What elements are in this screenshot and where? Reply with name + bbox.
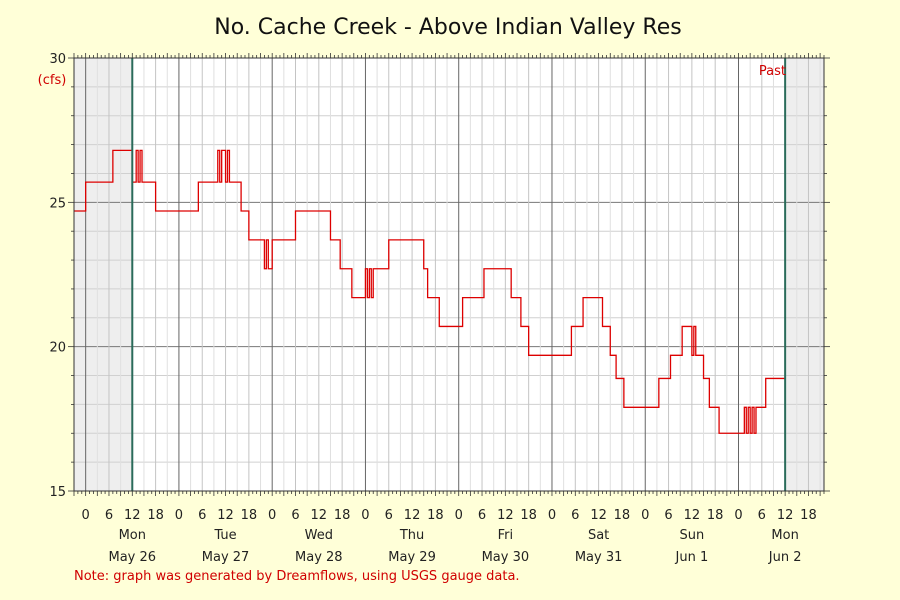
x-hour-label: 18 — [147, 508, 164, 523]
y-tick-label: 15 — [49, 485, 66, 500]
x-hour-label: 18 — [334, 508, 351, 523]
x-hour-label: 18 — [707, 508, 724, 523]
y-tick-label: 25 — [49, 196, 66, 211]
shaded-before-data — [74, 58, 133, 491]
x-hour-label: 0 — [548, 508, 556, 523]
flow-series-line — [74, 149, 786, 434]
grid — [74, 58, 824, 491]
x-day-of-week-label: Thu — [399, 528, 424, 543]
axis-ticks — [68, 53, 830, 496]
x-hour-label: 0 — [175, 508, 183, 523]
x-hour-label: 18 — [614, 508, 631, 523]
x-hour-label: 6 — [291, 508, 299, 523]
markers — [131, 58, 787, 491]
x-hour-label: 0 — [361, 508, 369, 523]
y-tick-label: 20 — [49, 341, 66, 356]
series — [74, 149, 786, 434]
x-hour-label: 12 — [684, 508, 701, 523]
x-hour-label: 0 — [734, 508, 742, 523]
x-day-of-week-label: Mon — [771, 528, 798, 543]
footnote: Note: graph was generated by Dreamflows,… — [74, 569, 520, 584]
x-date-label: May 26 — [109, 550, 157, 565]
x-date-label: Jun 2 — [768, 550, 802, 565]
x-day-of-week-label: Mon — [119, 528, 146, 543]
x-hour-label: 0 — [82, 508, 90, 523]
x-hour-label: 0 — [455, 508, 463, 523]
x-hour-label: 6 — [571, 508, 579, 523]
past-label: Past — [759, 64, 786, 79]
x-hour-label: 6 — [105, 508, 113, 523]
y-axis-unit-label: (cfs) — [38, 73, 67, 88]
x-hour-label: 12 — [497, 508, 514, 523]
x-date-label: Jun 1 — [675, 550, 709, 565]
x-date-label: May 28 — [295, 550, 343, 565]
x-hour-label: 12 — [777, 508, 794, 523]
x-hour-label: 12 — [590, 508, 607, 523]
x-hour-label: 18 — [800, 508, 817, 523]
x-date-label: May 29 — [388, 550, 436, 565]
plot-border — [73, 57, 825, 492]
x-hour-label: 12 — [404, 508, 421, 523]
plot-area — [74, 58, 824, 491]
x-hour-label: 6 — [385, 508, 393, 523]
y-tick-label: 30 — [49, 52, 66, 67]
x-day-of-week-label: Fri — [498, 528, 514, 543]
x-day-of-week-label: Tue — [213, 528, 236, 543]
x-hour-label: 0 — [641, 508, 649, 523]
x-day-of-week-label: Wed — [305, 528, 333, 543]
x-hour-label: 6 — [758, 508, 766, 523]
x-hour-label: 18 — [520, 508, 537, 523]
x-date-label: May 30 — [482, 550, 530, 565]
chart-title: No. Cache Creek - Above Indian Valley Re… — [214, 15, 681, 40]
shaded-regions — [74, 58, 824, 491]
x-hour-label: 12 — [217, 508, 234, 523]
x-hour-label: 18 — [241, 508, 258, 523]
x-date-label: May 27 — [202, 550, 250, 565]
shaded-after-past — [785, 58, 824, 491]
x-day-of-week-label: Sun — [680, 528, 705, 543]
x-hour-label: 6 — [198, 508, 206, 523]
x-hour-label: 12 — [124, 508, 141, 523]
x-hour-label: 18 — [427, 508, 444, 523]
x-hour-label: 12 — [311, 508, 328, 523]
x-date-label: May 31 — [575, 550, 623, 565]
x-hour-label: 6 — [664, 508, 672, 523]
x-hour-label: 0 — [268, 508, 276, 523]
x-day-of-week-label: Sat — [588, 528, 609, 543]
x-hour-label: 6 — [478, 508, 486, 523]
